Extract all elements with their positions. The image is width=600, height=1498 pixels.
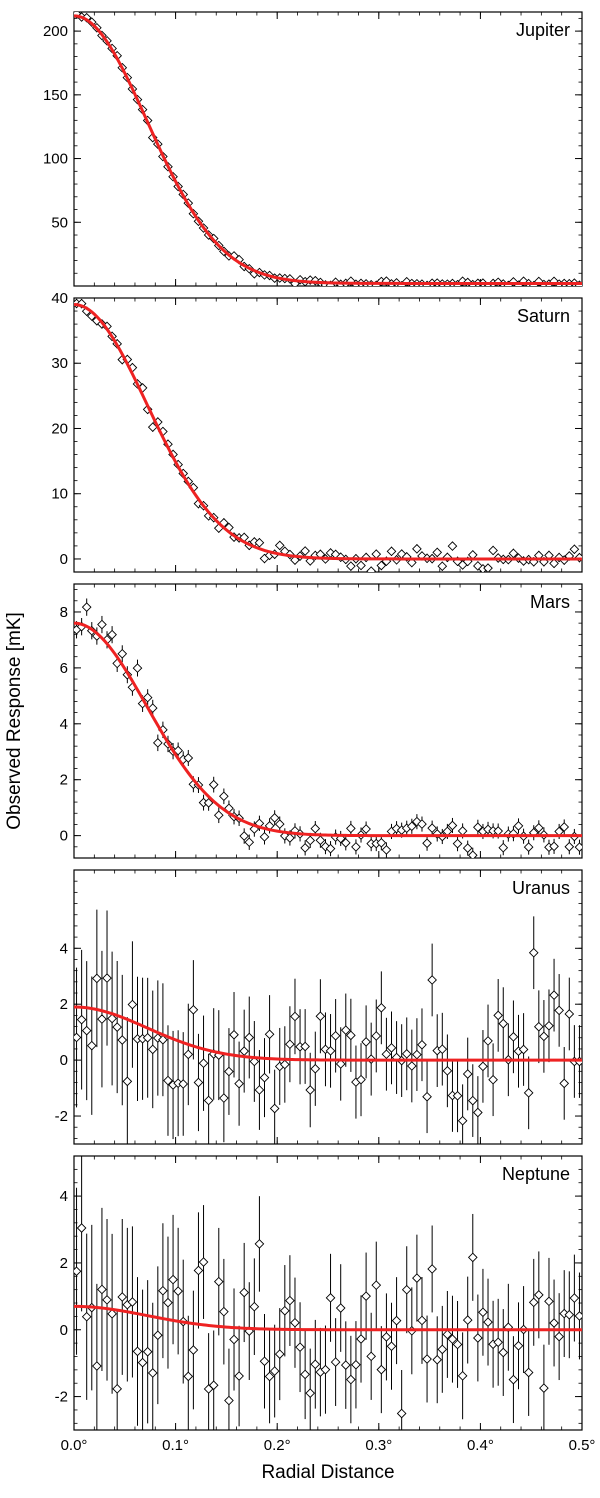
x-tick-label: 0.3° — [365, 1437, 392, 1454]
y-tick-label: 200 — [43, 23, 68, 40]
data-points — [72, 598, 583, 862]
panel-mars: 0 2 4 6 8 Mars — [60, 584, 584, 863]
y-axis-label: Observed Response [mK] — [4, 612, 25, 830]
data-points — [72, 10, 583, 292]
y-tick-label: 30 — [51, 355, 68, 372]
planet-label: Uranus — [512, 878, 570, 898]
y-tick-label: 2 — [60, 996, 68, 1013]
x-tick-label: 0.1° — [162, 1437, 189, 1454]
y-tick-label: -2 — [55, 1108, 68, 1125]
y-tick-label: 20 — [51, 420, 68, 437]
figure-svg: Observed Response [mK] Radial Distance 50 1… — [0, 0, 600, 1498]
fit-curve — [74, 16, 582, 284]
y-tick-label: 4 — [60, 940, 68, 957]
data-points — [72, 299, 583, 576]
y-tick-label: 6 — [60, 660, 68, 677]
fit-curve — [74, 623, 582, 835]
y-tick-label: 8 — [60, 604, 68, 621]
y-tick-label: 0 — [60, 551, 68, 568]
y-tick-label: 10 — [51, 486, 68, 503]
y-tick-label: 40 — [51, 290, 68, 307]
planet-label: Saturn — [517, 306, 570, 326]
x-tick-label: 0.2° — [264, 1437, 291, 1454]
figure-container: Observed Response [mK] Radial Distance 50 1… — [0, 0, 600, 1498]
planet-label: Jupiter — [516, 20, 570, 40]
y-tick-label: 4 — [60, 1188, 68, 1205]
x-tick-label: 0.4° — [467, 1437, 494, 1454]
panel-uranus: -2 0 2 4 Uranus — [55, 870, 584, 1157]
x-tick-label: 0.0° — [61, 1437, 88, 1454]
y-tick-label: 50 — [51, 214, 68, 231]
planet-label: Mars — [530, 592, 570, 612]
y-tick-label: 0 — [60, 828, 68, 845]
y-tick-label: -2 — [55, 1389, 68, 1406]
panel-jupiter: 50 100 150 200 Jupiter — [43, 10, 584, 292]
y-tick-label: 0 — [60, 1052, 68, 1069]
y-tick-label: 2 — [60, 772, 68, 789]
y-tick-label: 2 — [60, 1255, 68, 1272]
y-tick-label: 100 — [43, 151, 68, 168]
y-tick-label: 150 — [43, 87, 68, 104]
fit-curve — [74, 305, 582, 559]
panel-saturn: 0 10 20 30 40 Saturn — [51, 290, 583, 576]
y-tick-label: 4 — [60, 716, 68, 733]
x-axis-label: Radial Distance — [261, 1462, 394, 1483]
data-points — [72, 910, 583, 1157]
panel-neptune: -2 0 2 4 0.0° 0.1° 0.2° 0.3° 0.4° 0.5° Neptune — [55, 1145, 596, 1468]
y-tick-label: 0 — [60, 1322, 68, 1339]
x-tick-label: 0.5° — [569, 1437, 596, 1454]
planet-label: Neptune — [502, 1164, 570, 1184]
data-points — [72, 1145, 583, 1468]
